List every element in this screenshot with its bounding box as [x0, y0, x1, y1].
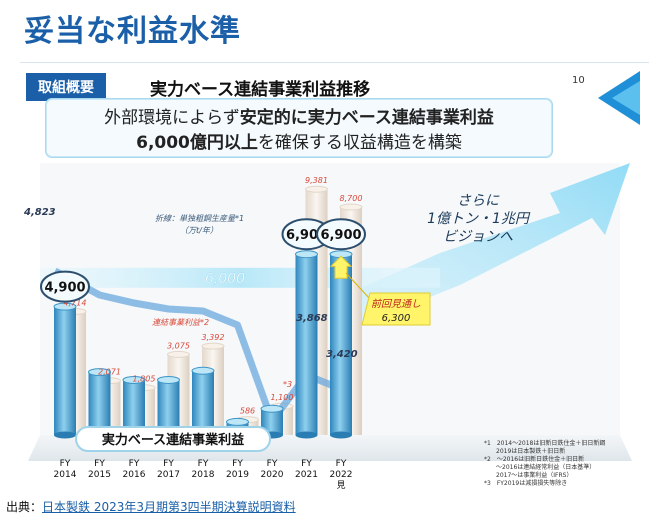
vision-line-2: 1億トン・1兆円: [427, 211, 531, 227]
page-number: 10: [572, 75, 585, 86]
x-tick-label: FY: [336, 459, 347, 469]
svg-text:6,900: 6,900: [320, 228, 361, 243]
consolidated-value-label: 4,714: [64, 298, 87, 307]
x-tick-year: 2022: [330, 470, 353, 480]
x-tick-year: 2019: [226, 470, 249, 480]
x-tick-year: 2020: [261, 470, 284, 480]
corner-logo-icon: [598, 71, 640, 125]
x-tick-year: 2017: [157, 470, 180, 480]
consolidated-value-label: 3,392: [202, 333, 225, 342]
profit-chart: 6,000 4,714 2,071 1,805 3,075 3,392 586 1,100 9…: [23, 98, 632, 491]
footnote-line: ～2016は連結経常利益（日本基準）: [484, 463, 595, 471]
x-tick-note: 見: [336, 480, 345, 491]
profit-bar: [260, 404, 284, 439]
x-tick-year: 2014: [54, 470, 77, 480]
profit-value-badge: 4,900: [40, 270, 90, 303]
slide: 取組概要 実力ベース連結事業利益推移 10: [20, 62, 649, 493]
slide-title: 実力ベース連結事業利益推移: [150, 80, 371, 100]
x-tick-label: FY: [129, 459, 140, 469]
consolidated-value-label: 8,700: [340, 194, 363, 203]
source-label: 出典：: [6, 500, 43, 514]
consolidated-series-label: 連結事業利益*2: [152, 318, 209, 327]
footnote-line: *3 FY2019は減損損失等除き: [484, 479, 567, 487]
bar-series-banner: 実力ベース連結事業利益: [75, 426, 271, 452]
footnote-line: 2019は日本製鉄＋旧日新: [484, 447, 565, 455]
prev-forecast-callout: 前回見通し 6,300: [345, 272, 431, 326]
x-tick-year: 2018: [192, 470, 215, 480]
svg-text:4,900: 4,900: [44, 281, 85, 296]
profit-bar: [53, 302, 77, 439]
page-title: 妥当な利益水準: [24, 14, 241, 49]
x-tick-year: 2015: [88, 470, 111, 480]
forecast-up-arrow-icon: [329, 255, 353, 279]
x-tick-year: 2021: [295, 470, 318, 480]
profit-bar: [295, 250, 318, 439]
line-series-unit: （万t/年）: [180, 226, 218, 235]
profit-value-badge: 6,900: [316, 218, 366, 251]
svg-text:6,000億円以上を確保する収益構造を構築: 6,000億円以上を確保する収益構造を構築: [136, 132, 462, 153]
headline-text-1a: 外部環境によらず: [104, 108, 240, 128]
production-line: [53, 267, 343, 425]
headline-box: 外部環境によらず安定的に実力ベース連結事業利益 6,000億円以上を確保する収益…: [45, 98, 553, 158]
x-tick-year: 2016: [123, 470, 146, 480]
footnote-line: *2 ～2016は旧新日鉄住金＋旧日新: [484, 455, 584, 463]
headline-text-2a: 6,000億円以上: [136, 132, 258, 153]
svg-text:実力ベース連結事業利益: 実力ベース連結事業利益: [102, 432, 244, 448]
consolidated-value-label: 1,100: [271, 393, 294, 402]
vision-text: さらに 1億トン・1兆円 ビジョンへ: [427, 193, 531, 245]
footnote-line: *1 2014～2018は旧新日鉄住金＋旧日新鋼: [484, 439, 605, 447]
source-link[interactable]: 日本製鉄 2023年3月期第3四半期決算説明資料: [42, 500, 296, 514]
note-marker-3: *3: [283, 380, 292, 389]
footnote-line: 2017～は事業利益（IFRS）: [484, 471, 572, 479]
consolidated-value-label: 9,381: [305, 176, 328, 185]
production-value-label: 4,823: [23, 207, 56, 218]
consolidated-value-label: 1,805: [133, 375, 156, 384]
headline-text-1b: 安定的に実力ベース連結事業利益: [240, 107, 494, 128]
production-value-label: 3,868: [296, 313, 328, 324]
x-tick-label: FY: [232, 459, 243, 469]
consolidated-value-label: 586: [240, 407, 255, 416]
production-value-label: 3,420: [326, 349, 358, 360]
x-tick-label: FY: [267, 459, 278, 469]
consolidated-value-label: 2,071: [98, 368, 121, 377]
x-tick-label: FY: [198, 459, 209, 469]
headline-text-2b: を確保する収益構造を構築: [258, 133, 462, 153]
line-series-label: 折線：単独粗鋼生産量*1: [155, 214, 244, 223]
x-tick-label: FY: [163, 459, 174, 469]
svg-text:外部環境によらず安定的に実力ベース連結事業利益: 外部環境によらず安定的に実力ベース連結事業利益: [104, 107, 494, 128]
prev-forecast-value: 6,300: [382, 313, 411, 324]
footnotes: *1 2014～2018は旧新日鉄住金＋旧日新鋼 2019は日本製鉄＋旧日新*2…: [484, 439, 605, 487]
source-line: 出典：日本製鉄 2023年3月期第3四半期決算説明資料: [6, 498, 296, 515]
target-band-label: 6,000: [205, 271, 245, 287]
vision-line-1: さらに: [457, 193, 500, 209]
section-tag: 取組概要: [26, 73, 106, 101]
profit-bar: [329, 250, 353, 439]
profit-bar: [191, 366, 215, 439]
prev-forecast-label: 前回見通し: [371, 298, 421, 310]
vision-line-3: ビジョンへ: [443, 229, 513, 245]
x-tick-label: FY: [301, 459, 312, 469]
x-tick-label: FY: [60, 459, 71, 469]
x-tick-label: FY: [94, 459, 105, 469]
consolidated-value-label: 3,075: [167, 341, 190, 350]
